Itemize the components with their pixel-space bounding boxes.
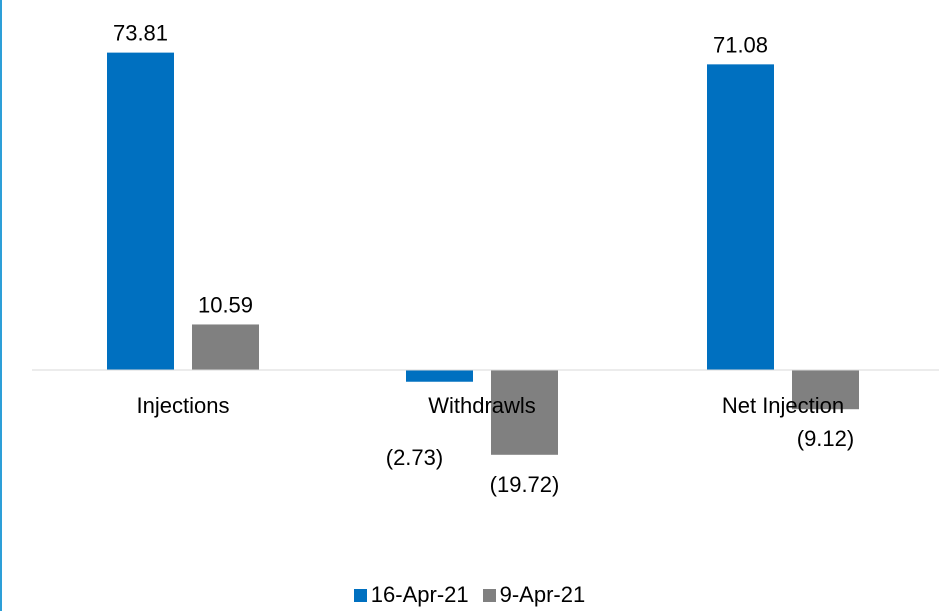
data-label: 71.08 <box>713 32 768 57</box>
category-label-injections: Injections <box>137 393 230 418</box>
legend: 16-Apr-21 9-Apr-21 <box>0 582 939 608</box>
bar-series-2-net-injection <box>792 370 859 410</box>
bar-series-2-withdrawls <box>491 370 558 455</box>
legend-label-series-2: 9-Apr-21 <box>499 582 586 607</box>
category-label-withdrawls: Withdrawls <box>428 393 536 418</box>
legend-swatch-series-2 <box>482 588 496 602</box>
legend-item-series-1: 16-Apr-21 <box>353 582 469 608</box>
bar-series-1-net-injection <box>707 64 774 370</box>
data-label: (9.12) <box>797 426 854 451</box>
legend-swatch-series-1 <box>353 588 367 602</box>
legend-item-series-2: 9-Apr-21 <box>482 582 586 608</box>
data-label: 10.59 <box>198 292 253 317</box>
data-label: 73.81 <box>113 21 168 46</box>
data-label: (2.73) <box>386 445 443 470</box>
bar-series-1-injections <box>107 52 174 370</box>
bar-series-1-withdrawls <box>406 370 473 382</box>
legend-label-series-1: 16-Apr-21 <box>370 582 469 607</box>
data-label: (19.72) <box>490 472 560 497</box>
category-label-net-injection: Net Injection <box>722 393 844 418</box>
bar-series-2-injections <box>192 324 259 370</box>
